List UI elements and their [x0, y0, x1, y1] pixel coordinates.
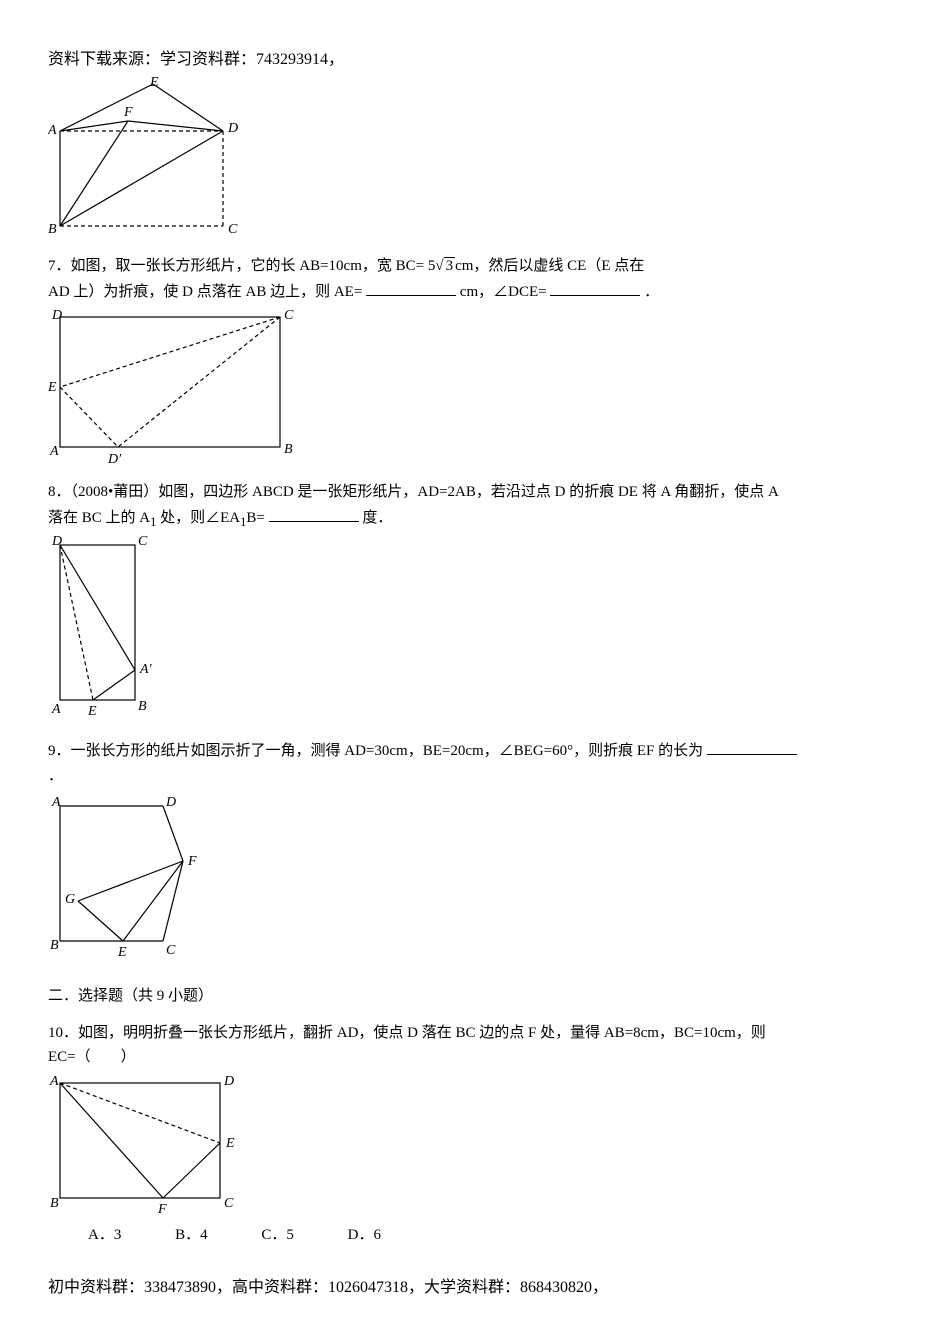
q8-blank — [269, 506, 359, 522]
q10-option-a: A．3 — [88, 1224, 121, 1247]
figure-q6: A B C D E F — [48, 76, 238, 241]
q7-text-a: 7．如图，取一张长方形纸片，它的长 AB=10cm，宽 BC= — [48, 258, 428, 274]
label-F: F — [157, 1202, 167, 1217]
label-Dp: D′ — [107, 452, 122, 467]
label-E: E — [117, 945, 127, 960]
q7-text-b: cm，然后以虚线 CE（E 点在 — [455, 258, 644, 274]
label-C: C — [166, 943, 176, 958]
q7-blank-2 — [550, 280, 640, 296]
label-B: B — [48, 222, 57, 237]
label-C: C — [224, 1196, 234, 1211]
q9-blank — [707, 739, 797, 755]
label-C: C — [284, 308, 294, 323]
q7-text-e: ． — [644, 284, 659, 300]
label-Ap: A′ — [139, 662, 153, 677]
q9-text-a: 9．一张长方形的纸片如图示折了一角，测得 AD=30cm，BE=20cm，∠BE… — [48, 743, 703, 759]
label-A: A — [51, 795, 61, 810]
q10-option-d: D．6 — [348, 1224, 381, 1247]
label-E: E — [48, 380, 57, 395]
q7-sqrt: 5√3 — [428, 257, 455, 274]
q7-text-c: AD 上）为折痕，使 D 点落在 AB 边上，则 AE= — [48, 284, 362, 300]
label-D: D — [51, 535, 62, 549]
label-E: E — [149, 76, 159, 90]
q10-option-b: B．4 — [175, 1224, 208, 1247]
label-D: D — [223, 1074, 234, 1089]
label-B: B — [50, 938, 59, 953]
label-D: D — [165, 795, 176, 810]
label-B: B — [50, 1196, 59, 1211]
label-E: E — [225, 1136, 235, 1151]
q8-text-c: 处，则∠EA — [156, 510, 240, 526]
q10-options: A．3 B．4 C．5 D．6 — [48, 1224, 902, 1247]
label-C: C — [138, 535, 148, 549]
figure-q7: D C B A E D′ — [48, 307, 308, 467]
question-10: 10．如图，明明折叠一张长方形纸片，翻折 AD，使点 D 落在 BC 边的点 F… — [48, 1022, 902, 1247]
q8-text-a: 8．（2008•莆田）如图，四边形 ABCD 是一张矩形纸片，AD=2AB，若沿… — [48, 481, 902, 504]
label-F: F — [123, 105, 133, 120]
label-A: A — [49, 444, 59, 459]
question-7: 7．如图，取一张长方形纸片，它的长 AB=10cm，宽 BC= 5√3cm，然后… — [48, 255, 902, 467]
label-B: B — [138, 699, 147, 714]
q8-text-d: B= — [246, 510, 264, 526]
page-footer: 初中资料群：338473890，高中资料群：1026047318，大学资料群：8… — [48, 1276, 902, 1300]
page-header: 资料下载来源：学习资料群：743293914， — [48, 48, 902, 72]
label-A: A — [51, 702, 61, 717]
label-B: B — [284, 442, 293, 457]
label-F: F — [187, 854, 197, 869]
figure-q9: A D F C B E G — [48, 791, 208, 961]
label-D: D — [51, 308, 62, 323]
q9-text-b: ． — [48, 765, 902, 788]
q10-option-c: C．5 — [261, 1224, 294, 1247]
label-D: D — [227, 121, 238, 136]
question-9: 9．一张长方形的纸片如图示折了一角，测得 AD=30cm，BE=20cm，∠BE… — [48, 739, 902, 961]
question-8: 8．（2008•莆田）如图，四边形 ABCD 是一张矩形纸片，AD=2AB，若沿… — [48, 481, 902, 725]
q7-blank-1 — [366, 280, 456, 296]
q8-text-b: 落在 BC 上的 A — [48, 510, 150, 526]
figure-q8: D C B A E A′ — [48, 535, 168, 725]
label-G: G — [65, 892, 75, 907]
q10-text-b: EC=（ ） — [48, 1046, 902, 1069]
q7-text-d: cm，∠DCE= — [460, 284, 547, 300]
section-2-title: 二．选择题（共 9 小题） — [48, 985, 902, 1008]
q8-text-e: 度． — [362, 510, 392, 526]
label-C: C — [228, 222, 238, 237]
label-A: A — [48, 123, 57, 138]
label-A: A — [49, 1074, 59, 1089]
q10-text-a: 10．如图，明明折叠一张长方形纸片，翻折 AD，使点 D 落在 BC 边的点 F… — [48, 1022, 902, 1045]
label-E: E — [87, 704, 97, 719]
figure-q10: A D E C B F — [48, 1073, 248, 1218]
